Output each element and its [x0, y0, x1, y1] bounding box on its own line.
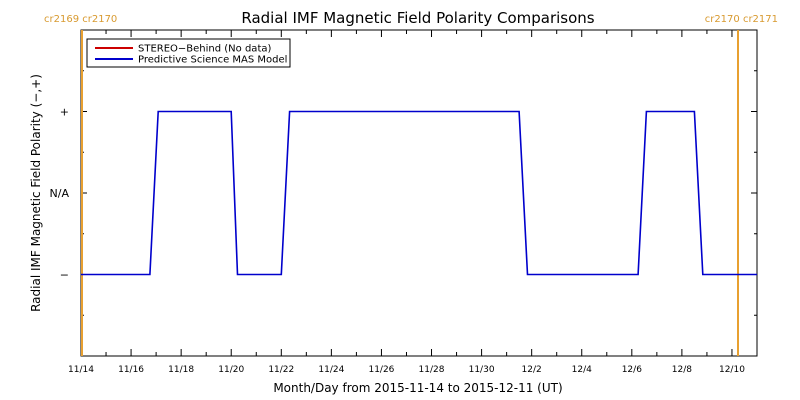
- carrington-marker-label: cr2170 cr2171: [705, 14, 778, 25]
- legend: STEREO−Behind (No data)Predictive Scienc…: [86, 38, 291, 68]
- x-tick-label: 11/20: [218, 365, 244, 375]
- x-tick-label: 11/18: [168, 365, 194, 375]
- x-tick-label: 11/26: [368, 365, 394, 375]
- x-tick-label: 11/28: [419, 365, 445, 375]
- x-tick-label: 11/14: [68, 365, 94, 375]
- y-tick-label: −: [60, 269, 69, 282]
- x-tick-label: 11/16: [118, 365, 144, 375]
- x-tick-label: 12/6: [622, 365, 642, 375]
- carrington-marker-label: cr2169 cr2170: [44, 14, 117, 25]
- y-tick-label: +: [60, 106, 69, 119]
- series-line-mas-model: [81, 110, 757, 276]
- legend-label: Predictive Science MAS Model: [138, 55, 287, 66]
- x-tick-label: 11/30: [469, 365, 495, 375]
- y-tick-label: N/A: [50, 187, 70, 200]
- legend-label: STEREO−Behind (No data): [138, 44, 271, 55]
- x-tick-label: 12/2: [522, 365, 542, 375]
- x-tick-label: 12/10: [719, 365, 745, 375]
- legend-box: [86, 38, 291, 68]
- plot-frame: [80, 29, 758, 357]
- chart-title: Radial IMF Magnetic Field Polarity Compa…: [241, 9, 594, 27]
- y-axis-label: Radial IMF Magnetic Field Polarity (−,+): [29, 74, 43, 312]
- x-tick-label: 11/24: [318, 365, 344, 375]
- x-tick-label: 12/4: [572, 365, 592, 375]
- x-axis-label: Month/Day from 2015-11-14 to 2015-12-11 …: [273, 381, 562, 395]
- x-tick-label: 11/22: [268, 365, 294, 375]
- x-tick-label: 12/8: [672, 365, 692, 375]
